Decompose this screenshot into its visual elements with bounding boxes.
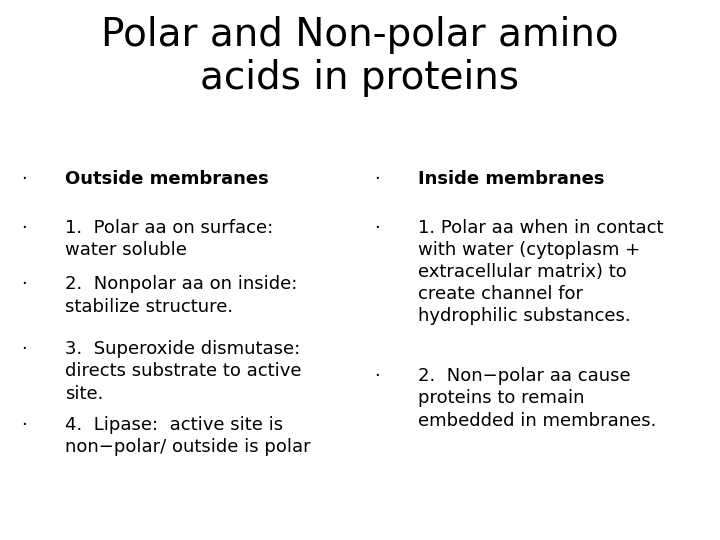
Text: 1. Polar aa when in contact
with water (cytoplasm +
extracellular matrix) to
cre: 1. Polar aa when in contact with water (…	[418, 219, 663, 326]
Text: 3.  Superoxide dismutase:
directs substrate to active
site.: 3. Superoxide dismutase: directs substra…	[65, 340, 301, 403]
Text: ·: ·	[22, 170, 27, 188]
Text: ·: ·	[374, 170, 380, 188]
Text: ·: ·	[374, 219, 380, 237]
Text: 1.  Polar aa on surface:
water soluble: 1. Polar aa on surface: water soluble	[65, 219, 273, 259]
Text: ·: ·	[22, 219, 27, 237]
Text: ·: ·	[22, 416, 27, 434]
Text: Outside membranes: Outside membranes	[65, 170, 269, 188]
Text: ·: ·	[374, 367, 380, 385]
Text: 4.  Lipase:  active site is
non−polar/ outside is polar: 4. Lipase: active site is non−polar/ out…	[65, 416, 310, 456]
Text: Inside membranes: Inside membranes	[418, 170, 604, 188]
Text: ·: ·	[22, 340, 27, 358]
Text: Polar and Non-polar amino
acids in proteins: Polar and Non-polar amino acids in prote…	[102, 16, 618, 97]
Text: 2.  Non−polar aa cause
proteins to remain
embedded in membranes.: 2. Non−polar aa cause proteins to remain…	[418, 367, 656, 430]
Text: 2.  Nonpolar aa on inside:
stabilize structure.: 2. Nonpolar aa on inside: stabilize stru…	[65, 275, 297, 315]
Text: ·: ·	[22, 275, 27, 293]
